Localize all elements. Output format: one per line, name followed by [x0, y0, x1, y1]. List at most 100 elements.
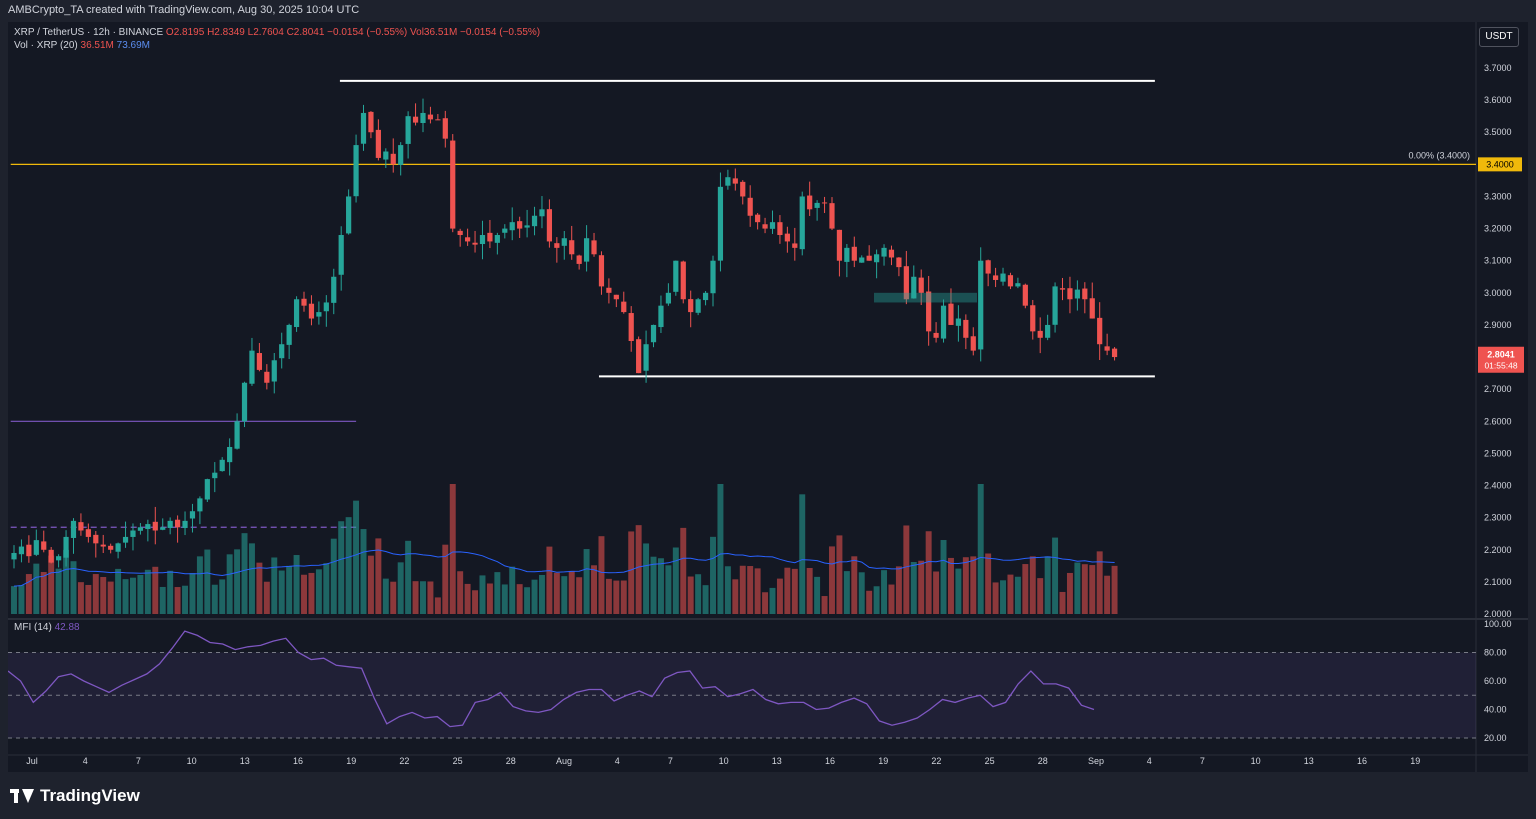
candle-body [93, 534, 99, 544]
volume-bar [345, 517, 352, 614]
candle-body [762, 224, 768, 229]
volume-bar [159, 586, 166, 614]
volume-bar [858, 572, 865, 614]
time-tick-label: 25 [453, 756, 463, 766]
candle-body [1074, 289, 1080, 299]
candle-body [1007, 275, 1014, 287]
price-tick-label: 3.7000 [1484, 63, 1512, 73]
time-tick-label: 4 [615, 756, 620, 766]
candle-body [108, 545, 114, 550]
candle-body [420, 112, 426, 123]
candle-body [576, 255, 582, 264]
volume-bar [1081, 564, 1088, 614]
time-tick-label: 28 [506, 756, 516, 766]
volume-bar [1044, 556, 1051, 614]
volume-bar [947, 557, 954, 614]
volume-bar [390, 581, 397, 614]
candle-body [375, 129, 381, 158]
volume-bar [434, 597, 441, 614]
legend-mfi-label[interactable]: MFI (14) [14, 622, 52, 633]
volume-bar [457, 571, 464, 614]
candle-body [122, 536, 129, 543]
candle-body [985, 260, 991, 274]
volume-bar [687, 576, 694, 614]
candle-body [167, 520, 173, 528]
candle-body [740, 181, 746, 197]
candle-body [390, 153, 396, 165]
mfi-tick-label: 100.00 [1484, 619, 1512, 629]
volume-bar [308, 572, 315, 614]
candle-body [940, 305, 947, 339]
candle-body [1059, 288, 1066, 290]
candle-body [308, 303, 315, 319]
candle-body [1097, 317, 1103, 345]
time-tick-label: Sep [1088, 756, 1104, 766]
candle-body [658, 305, 664, 328]
candle-body [11, 552, 17, 560]
volume-bar [367, 555, 374, 614]
tradingview-brand-text: TradingView [40, 786, 140, 805]
volume-bar [605, 578, 612, 614]
candle-body [859, 257, 865, 263]
volume-bar [293, 555, 300, 614]
candle-body [70, 520, 77, 538]
time-tick-label: 7 [1200, 756, 1205, 766]
candle-body [881, 247, 887, 257]
volume-bar [241, 533, 248, 614]
candle-body [688, 299, 694, 313]
chart-area[interactable]: 3.7000 3.6000 3.5000 3.4000 3.3000 3.2000 3.10… [8, 22, 1528, 772]
candle-body [1052, 286, 1058, 325]
volume-bar [234, 549, 241, 614]
volume-bar [382, 578, 389, 614]
candle-body [353, 145, 359, 197]
volume-bar [710, 536, 716, 614]
volume-bar [799, 494, 806, 614]
candle-body [271, 360, 277, 382]
volume-bar [1096, 551, 1103, 614]
volume-bar [531, 579, 538, 614]
candle-body [569, 240, 575, 255]
volume-bar [620, 580, 627, 614]
volume-bar [263, 581, 270, 614]
candle-body [1022, 284, 1028, 306]
fib-price-text: 3.4000 [1486, 159, 1514, 169]
candle-body [264, 371, 270, 383]
price-tick-label: 2.6000 [1484, 416, 1512, 426]
volume-bar [665, 565, 672, 614]
volume-bar [680, 527, 687, 614]
candle-body [204, 479, 210, 500]
volume-bar [940, 540, 947, 614]
price-chart-svg[interactable]: 3.7000 3.6000 3.5000 3.4000 3.3000 3.2000 3.10… [8, 22, 1528, 772]
volume-bar [1029, 556, 1036, 614]
volume-bar [330, 538, 337, 614]
candle-body [331, 276, 337, 303]
legend-row-price: XRP / TetherUS · 12h · BINANCE O2.8195 H… [14, 27, 540, 38]
volume-bar [405, 540, 412, 614]
currency-badge[interactable]: USDT [1479, 27, 1519, 47]
time-tick-label: 22 [931, 756, 941, 766]
legend-vol-ma-label[interactable]: Vol · XRP (20) [14, 40, 78, 51]
candle-body [368, 111, 374, 133]
volume-bar [271, 557, 278, 614]
volume-bar [1074, 562, 1081, 614]
candle-body [1082, 288, 1088, 300]
volume-bar [182, 585, 189, 614]
time-tick-label: 13 [240, 756, 250, 766]
time-tick-label: 10 [1251, 756, 1261, 766]
volume-bar [152, 566, 159, 614]
volume-bar [598, 536, 605, 614]
candle-body [613, 294, 619, 300]
legend-symbol[interactable]: XRP / TetherUS · 12h · BINANCE [14, 27, 164, 38]
candle-body [182, 520, 188, 528]
candle-body [807, 195, 813, 210]
volume-bar [472, 590, 479, 614]
time-tick-label: 4 [83, 756, 88, 766]
volume-bar [769, 587, 776, 614]
volume-bar [278, 570, 285, 614]
candle-body [896, 257, 902, 268]
time-tick-label: 19 [878, 756, 888, 766]
tradingview-logo[interactable]: TradingView [10, 786, 140, 806]
candle-body [963, 319, 969, 338]
candle-body [539, 209, 545, 217]
volume-bar [829, 546, 835, 614]
